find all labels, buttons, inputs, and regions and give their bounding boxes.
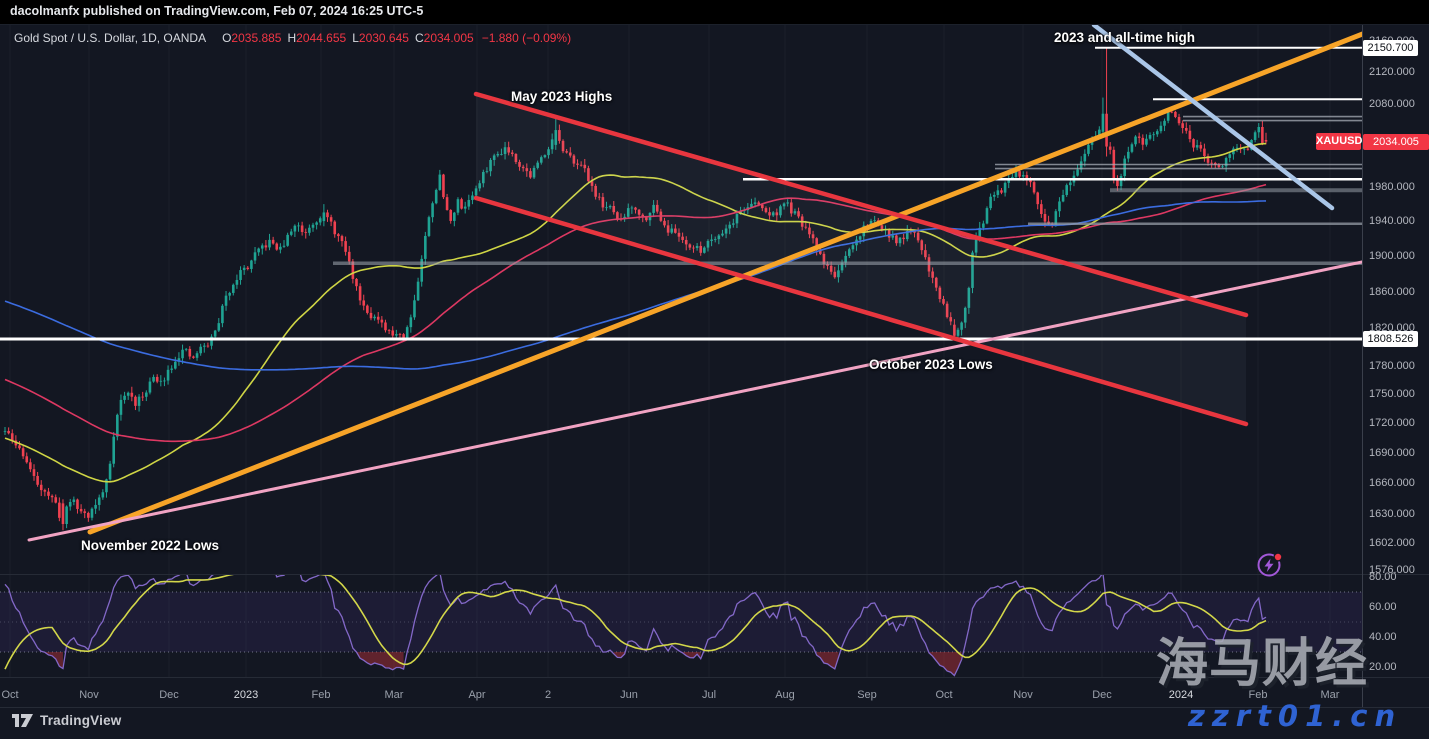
ohlc-open-label: O [222,31,232,45]
flash-ideas-icon[interactable] [1254,549,1288,586]
time-axis-label: Feb [1248,689,1268,701]
ohlc-change: −1.880 (−0.09%) [481,31,572,45]
time-axis-label: Jun [620,689,638,701]
chart-annotation[interactable]: 2023 and all-time high [1054,30,1196,45]
tradingview-attribution[interactable]: TradingView [12,713,121,728]
symbol-title[interactable]: Gold Spot / U.S. Dollar, 1D, OANDA [14,31,207,45]
rsi-oversold-fill [682,652,701,659]
last-price-badge: 2034.005 [1363,133,1429,150]
time-axis-label: Sep [857,689,877,701]
tradingview-logo-icon [12,714,33,727]
ohlc-high-label: H [287,31,297,45]
axis-border [1362,25,1363,707]
price-axis-label: 1630.000 [1369,507,1415,520]
price-axis-label: 1780.000 [1369,359,1415,372]
ohlc-low-value: 2030.645 [358,31,409,45]
ath-price-badge: 2150.700 [1363,39,1418,56]
chart-annotation[interactable]: November 2022 Lows [81,538,220,553]
rsi-oversold-fill [816,652,839,669]
price-axis-label: 2120.000 [1369,65,1415,78]
publish-info: dacolmanfx published on TradingView.com,… [10,4,424,18]
price-axis-label: 2080.000 [1369,98,1415,110]
ohlc-high-value: 2044.655 [296,31,347,45]
time-axis-label: Nov [79,689,99,701]
rsi-ma-line [4,575,1267,670]
ohlc-close-label: C [414,31,424,45]
chart-annotation[interactable]: October 2023 Lows [869,357,993,372]
time-axis-label: 2024 [1168,689,1194,701]
time-axis-label: Apr [468,689,486,701]
price-axis-label: 1750.000 [1369,388,1415,401]
indicator-axis-label: 60.00 [1369,601,1397,613]
price-axis-label: 1900.000 [1369,250,1415,263]
ma-line-50 [4,142,1267,483]
time-axis-label: Nov [1013,689,1033,701]
long-term-ascending-trendline[interactable] [87,31,1365,535]
ma-line-100 [4,183,1267,443]
tradingview-brand-text: TradingView [40,713,122,728]
secondary-ascending-trendline[interactable] [27,260,1362,542]
indicator-axis-label: 20.00 [1369,661,1397,673]
footer-divider [0,707,1429,708]
chart-annotation[interactable]: May 2023 Highs [511,89,613,104]
descending-trendline-from-ath[interactable] [1091,25,1335,211]
ohlc-low-label: L [352,31,359,45]
time-axis-label: Mar [384,689,404,701]
indicator-axis-label: 40.00 [1369,631,1397,643]
time-axis-label: Oct [935,689,953,701]
time-axis-label: Mar [1320,689,1340,701]
time-axis-label: Feb [311,689,331,701]
symbol-legend: Gold Spot / U.S. Dollar, 1D, OANDA O2035.… [14,31,571,45]
watermark-url: zzrt01.cn [1188,699,1403,733]
channel-fill [476,94,1246,424]
pane-divider[interactable] [0,574,1429,575]
price-axis-label: 1660.000 [1369,477,1415,489]
time-axis-label: Dec [1092,689,1112,701]
ma-line-200 [4,200,1267,371]
time-axis-label: 2023 [233,689,259,701]
price-axis-label: 1860.000 [1369,285,1415,298]
price-axis-label: 1940.000 [1369,215,1415,228]
axis-divider [0,677,1429,678]
horizontal-levels[interactable] [0,46,1362,341]
watermark-cn: 海马财经 [1156,634,1369,694]
time-axis-label: Dec [159,689,179,701]
channel-bottom[interactable] [473,195,1249,427]
price-axis-label: 1980.000 [1369,180,1415,193]
time-axis-label: Oct [1,689,19,701]
channel-top[interactable] [473,91,1249,318]
ohlc-open-value: 2035.885 [231,31,282,45]
symbol-badge: XAUUSD [1316,133,1362,151]
price-axis-label: 1602.000 [1369,536,1415,549]
price-axis-label: 1720.000 [1369,417,1415,430]
support-price-badge: 1808.526 [1363,331,1418,347]
price-axis-label: 1576.000 [1369,564,1415,577]
rsi-line [4,575,1267,677]
time-axis-label: Aug [775,689,795,701]
time-axis-label: 2 [544,689,552,701]
indicator-axis-label: 80.00 [1369,571,1397,583]
price-axis-label: 1690.000 [1369,446,1415,459]
time-axis-label: Jul [701,689,717,701]
publish-bar: dacolmanfx published on TradingView.com,… [0,0,1429,25]
rsi-oversold-fill [929,652,962,676]
ohlc-close-value: 2034.005 [423,31,474,45]
